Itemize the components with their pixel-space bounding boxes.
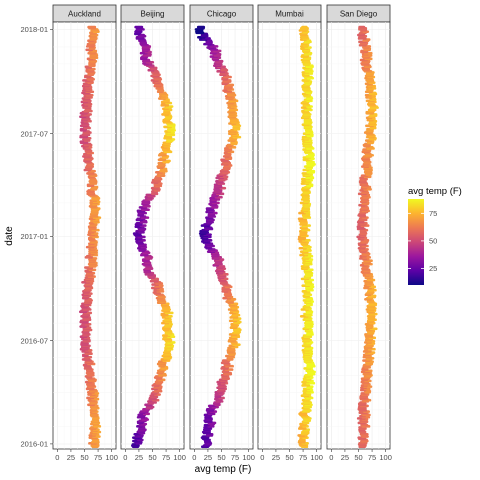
y-axis: 2016-01 2016-07 2017-01 2017-07 2018-01 <box>20 25 53 448</box>
x-tick-label: 75 <box>368 453 376 462</box>
x-tick-label: 75 <box>94 453 102 462</box>
y-tick-label: 2016-07 <box>20 336 48 345</box>
x-tick-label: 50 <box>217 453 225 462</box>
facet-mumbai: Mumbai 0 25 50 75 100 <box>257 4 323 462</box>
x-tick-label: 100 <box>310 453 323 462</box>
temperature-ribbon <box>79 25 102 449</box>
x-axis-title: avg temp (F) <box>195 464 252 475</box>
temperature-ribbon <box>356 25 379 449</box>
x-tick-label: 25 <box>272 453 280 462</box>
x-tick-label: 100 <box>379 453 392 462</box>
x-tick-label: 50 <box>285 453 293 462</box>
legend: avg temp (F) 25 50 75 <box>408 186 462 285</box>
x-tick-label: 50 <box>148 453 156 462</box>
temperature-ribbon <box>131 25 176 449</box>
x-tick-label: 75 <box>162 453 170 462</box>
x-tick-label: 100 <box>105 453 118 462</box>
y-axis-title: date <box>4 226 15 246</box>
y-tick-label: 2018-01 <box>20 25 48 34</box>
x-tick-label: 25 <box>135 453 143 462</box>
x-tick-label: 0 <box>329 453 333 462</box>
x-tick-label: 0 <box>192 453 196 462</box>
facet-strip-label: Auckland <box>68 10 101 19</box>
x-tick-label: 0 <box>123 453 127 462</box>
x-tick-label: 50 <box>80 453 88 462</box>
y-tick-label: 2017-01 <box>20 232 48 241</box>
y-tick-label: 2016-01 <box>20 439 48 448</box>
facet-beijing: Beijing 0 25 50 75 100 <box>120 4 186 462</box>
x-tick-label: 100 <box>242 453 255 462</box>
x-tick-label: 25 <box>67 453 75 462</box>
facet-strip-label: Mumbai <box>275 10 304 19</box>
x-tick-label: 100 <box>173 453 186 462</box>
x-tick-label: 0 <box>260 453 264 462</box>
temperature-ribbon <box>194 25 242 449</box>
legend-title: avg temp (F) <box>408 186 462 197</box>
facet-strip-label: Chicago <box>207 10 237 19</box>
facet-san-diego: San Diego 0 25 50 75 100 <box>326 4 392 462</box>
x-tick-label: 25 <box>204 453 212 462</box>
facet-strip-label: San Diego <box>340 10 378 19</box>
x-tick-label: 25 <box>341 453 349 462</box>
legend-tick-label: 25 <box>429 264 437 273</box>
y-tick-label: 2017-07 <box>20 129 48 138</box>
facet-auckland: Auckland 0 25 50 75 100 <box>52 4 118 462</box>
x-tick-label: 50 <box>354 453 362 462</box>
x-tick-label: 0 <box>55 453 59 462</box>
facet-strip-label: Beijing <box>140 10 164 19</box>
facet-chicago: Chicago 0 25 50 75 100 <box>189 4 255 462</box>
legend-colorbar <box>408 199 424 285</box>
legend-ticks: 25 50 75 <box>408 209 437 273</box>
legend-tick-label: 75 <box>429 209 437 218</box>
temperature-ribbon <box>297 25 316 449</box>
x-tick-label: 75 <box>299 453 307 462</box>
x-tick-label: 75 <box>231 453 239 462</box>
legend-tick-label: 50 <box>429 236 437 245</box>
